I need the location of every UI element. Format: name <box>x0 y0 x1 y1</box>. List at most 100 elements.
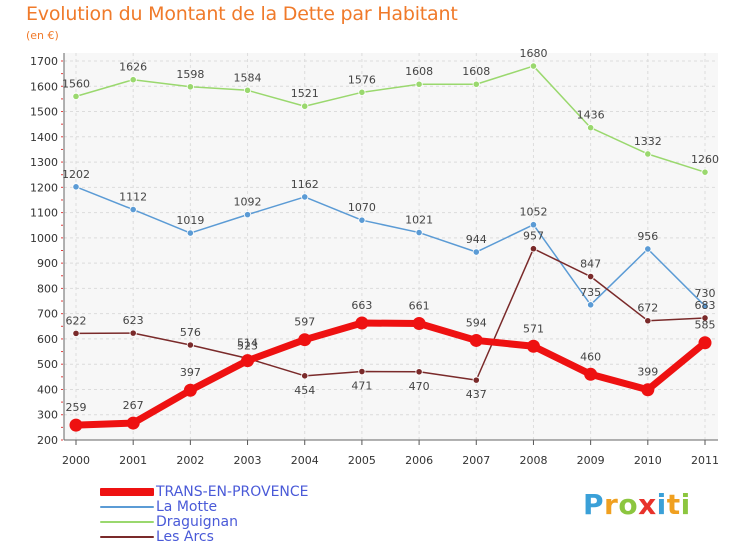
y-tick-label: 1600 <box>30 80 58 93</box>
data-label: 267 <box>123 399 144 412</box>
data-point <box>243 86 252 94</box>
data-point <box>243 211 252 219</box>
data-label: 1584 <box>234 71 262 84</box>
data-label: 730 <box>695 287 716 300</box>
data-label: 399 <box>637 366 658 379</box>
data-point <box>644 245 652 253</box>
data-label: 1608 <box>405 65 433 78</box>
x-tick-label: 2011 <box>691 454 719 467</box>
y-tick-label: 1700 <box>30 55 58 68</box>
data-point <box>412 317 426 331</box>
y-tick-label: 300 <box>37 409 58 422</box>
data-label: 847 <box>580 258 601 271</box>
data-label: 1162 <box>291 178 319 191</box>
y-tick-label: 400 <box>37 383 58 396</box>
data-label: 683 <box>695 299 716 312</box>
data-point <box>69 418 83 432</box>
data-point <box>644 317 652 325</box>
data-label: 594 <box>466 316 487 329</box>
data-point <box>529 62 538 70</box>
data-point <box>469 333 483 347</box>
legend-label: Les Arcs <box>156 529 214 545</box>
data-point <box>587 124 595 132</box>
data-point <box>701 168 709 176</box>
data-label: 1521 <box>291 87 319 100</box>
data-label: 514 <box>237 337 258 350</box>
data-label: 471 <box>351 380 372 393</box>
data-label: 1626 <box>119 61 147 74</box>
data-point <box>701 314 709 322</box>
data-point <box>358 88 366 96</box>
x-tick-label: 2000 <box>62 454 90 467</box>
y-tick-label: 700 <box>37 308 58 321</box>
proxiti-logo: Proxiti <box>583 488 691 521</box>
data-label: 1202 <box>62 168 90 181</box>
data-point <box>72 329 80 337</box>
data-point <box>301 372 309 380</box>
data-label: 571 <box>523 322 544 335</box>
data-point <box>472 376 480 384</box>
series-line-2 <box>75 65 706 173</box>
data-point <box>698 336 712 350</box>
x-tick-label: 2007 <box>462 454 490 467</box>
unit-label: (en €) <box>26 29 59 42</box>
x-tick-label: 2008 <box>519 454 547 467</box>
y-tick-label: 1500 <box>30 106 58 119</box>
legend-swatch <box>100 521 154 523</box>
y-tick-label: 900 <box>37 257 58 270</box>
data-label: 585 <box>695 319 716 332</box>
y-tick-label: 1000 <box>30 232 58 245</box>
data-label: 1070 <box>348 201 376 214</box>
data-point <box>183 383 197 397</box>
data-point <box>587 301 595 309</box>
x-tick-label: 2010 <box>634 454 662 467</box>
data-label: 622 <box>66 314 87 327</box>
data-label: 1680 <box>519 47 547 60</box>
data-label: 957 <box>523 230 544 243</box>
data-point <box>641 383 655 397</box>
data-label: 661 <box>409 300 430 313</box>
data-label: 437 <box>466 388 487 401</box>
plot-area <box>64 53 718 440</box>
legend-label: Draguignan <box>156 514 238 530</box>
data-label: 663 <box>351 299 372 312</box>
y-tick-label: 1300 <box>30 156 58 169</box>
data-point <box>415 368 423 376</box>
data-label: 623 <box>123 314 144 327</box>
data-label: 956 <box>637 230 658 243</box>
data-label: 1560 <box>62 77 90 90</box>
chart-title: Evolution du Montant de la Dette par Hab… <box>26 3 458 25</box>
y-tick-label: 200 <box>37 434 58 447</box>
logo-letter: x <box>638 488 657 521</box>
logo-letter: P <box>583 488 605 521</box>
data-label: 460 <box>580 350 601 363</box>
legend-label: TRANS-EN-PROVENCE <box>156 484 309 500</box>
data-point <box>472 80 480 88</box>
logo-letter: o <box>618 488 639 521</box>
data-point <box>72 92 80 100</box>
data-point <box>298 333 312 347</box>
data-point <box>129 329 137 337</box>
data-point <box>186 229 194 237</box>
data-label: 1052 <box>519 206 547 219</box>
logo-letter: i <box>680 488 691 521</box>
data-point <box>529 245 538 253</box>
y-tick-label: 1400 <box>30 131 58 144</box>
data-point <box>72 183 80 191</box>
data-label: 597 <box>294 316 315 329</box>
data-point <box>355 316 369 330</box>
data-point <box>129 205 137 214</box>
data-label: 1112 <box>119 191 147 204</box>
data-label: 523 <box>237 339 258 352</box>
data-point <box>415 228 423 237</box>
data-point <box>526 339 540 353</box>
data-label: 454 <box>294 384 315 397</box>
data-label: 735 <box>580 286 601 299</box>
data-label: 259 <box>66 401 87 414</box>
data-point <box>584 367 598 381</box>
data-point <box>186 83 194 91</box>
legend-label: La Motte <box>156 499 218 515</box>
data-label: 1332 <box>634 135 662 148</box>
data-point <box>301 193 309 201</box>
